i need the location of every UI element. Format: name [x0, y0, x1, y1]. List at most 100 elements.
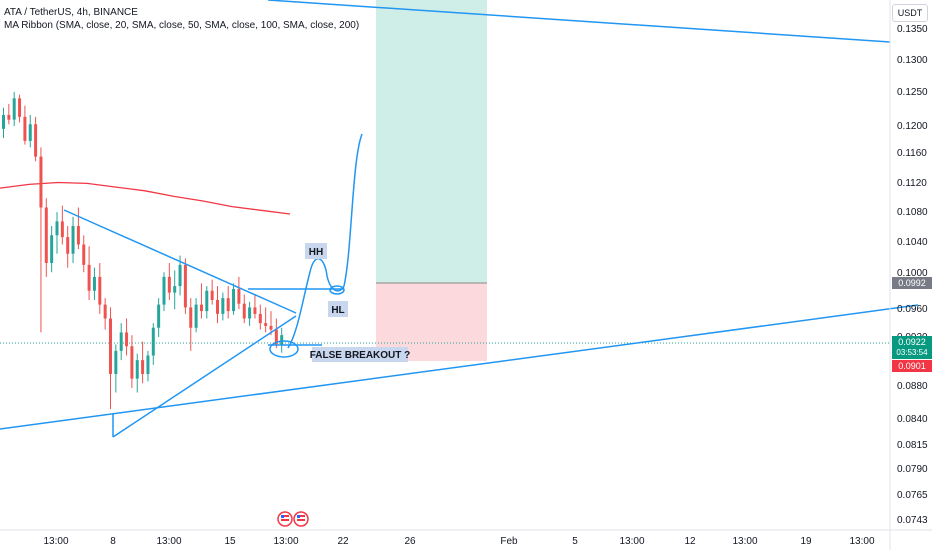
candle[interactable]: [60, 205, 64, 245]
time-tick-label: 13:00: [156, 536, 181, 547]
candle[interactable]: [141, 341, 145, 384]
triangle-lower-line[interactable]: [112, 315, 297, 438]
candle[interactable]: [237, 276, 241, 310]
candle[interactable]: [205, 286, 209, 319]
candle[interactable]: [264, 307, 268, 333]
candle[interactable]: [157, 298, 161, 337]
time-axis[interactable]: 13:00 8 13:00 15 13:00 22 26 Feb 5 13:00 12 13:00 19…: [43, 536, 874, 547]
candle[interactable]: [232, 283, 236, 315]
candle-body: [210, 290, 214, 300]
candle[interactable]: [98, 263, 102, 314]
candle[interactable]: [23, 105, 27, 145]
candle[interactable]: [280, 327, 284, 353]
candle[interactable]: [50, 226, 54, 273]
candle[interactable]: [55, 212, 59, 254]
candle[interactable]: [167, 263, 171, 300]
hh-label[interactable]: HH: [305, 243, 327, 259]
candle[interactable]: [253, 294, 257, 319]
time-tick-label: 19: [800, 536, 812, 547]
candle[interactable]: [189, 298, 193, 351]
candle[interactable]: [146, 350, 150, 382]
hl-label[interactable]: HL: [328, 301, 348, 317]
candle[interactable]: [92, 267, 96, 300]
hl-circle[interactable]: [329, 285, 345, 295]
candle[interactable]: [210, 279, 214, 305]
currency-button[interactable]: USDT: [892, 4, 928, 22]
candle-body: [146, 355, 150, 374]
candle-body: [162, 276, 166, 305]
price-tick-label: 0.0815: [897, 440, 928, 451]
projected-path[interactable]: [287, 133, 363, 349]
time-tick-label: 13:00: [732, 536, 757, 547]
candle[interactable]: [28, 115, 32, 148]
candle[interactable]: [12, 91, 16, 127]
upper-resistance-trendline[interactable]: [267, 0, 891, 43]
false-breakout-label-text: FALSE BREAKOUT ?: [310, 350, 411, 361]
candle[interactable]: [242, 294, 246, 324]
candle[interactable]: [258, 304, 262, 330]
candle[interactable]: [34, 116, 38, 162]
candle[interactable]: [183, 258, 187, 314]
false-breakout-label[interactable]: FALSE BREAKOUT ?: [310, 347, 411, 362]
candle[interactable]: [87, 246, 91, 300]
candle[interactable]: [162, 272, 166, 312]
price-tick-label: 0.1160: [897, 148, 927, 159]
ma200-line[interactable]: [0, 181, 291, 215]
candle-body: [12, 98, 16, 120]
candles-group[interactable]: [2, 91, 284, 410]
candle[interactable]: [216, 286, 219, 324]
us-flag-icon[interactable]: [293, 511, 309, 527]
candle[interactable]: [7, 103, 11, 125]
candle[interactable]: [248, 301, 252, 326]
current-price-tag: 0.0922: [892, 336, 932, 348]
price-axis[interactable]: 0.1350 0.1300 0.1250 0.1200 0.1160 0.1120 0.10…: [897, 24, 928, 526]
candle[interactable]: [130, 335, 134, 388]
candle[interactable]: [103, 298, 107, 330]
candle[interactable]: [125, 318, 129, 356]
candle[interactable]: [2, 107, 5, 139]
candle[interactable]: [109, 307, 112, 410]
price-tick-label: 0.1200: [897, 121, 928, 132]
candle[interactable]: [39, 147, 43, 333]
profit-zone[interactable]: [376, 0, 487, 283]
candle[interactable]: [274, 318, 278, 349]
candle[interactable]: [18, 94, 22, 123]
candle[interactable]: [82, 235, 86, 273]
symbol-title[interactable]: ATA / TetherUS, 4h, BINANCE: [4, 7, 138, 18]
candle[interactable]: [221, 292, 225, 321]
candle-body: [71, 226, 75, 254]
false-breakout-circle[interactable]: [269, 340, 299, 358]
us-flag-icon[interactable]: [277, 511, 293, 527]
time-tick-label: Feb: [500, 536, 518, 547]
candle-body: [130, 346, 134, 379]
candle-body: [125, 332, 129, 347]
time-tick-label: 13:00: [43, 536, 68, 547]
candle-body: [92, 276, 96, 291]
candle-body: [39, 156, 43, 208]
candle[interactable]: [173, 270, 177, 310]
indicator-title[interactable]: MA Ribbon (SMA, close, 20, SMA, close, 5…: [4, 20, 360, 31]
candle-body: [237, 288, 241, 304]
candle[interactable]: [66, 226, 70, 268]
candle[interactable]: [226, 286, 230, 319]
candle[interactable]: [269, 311, 273, 336]
candle[interactable]: [44, 198, 48, 277]
candle[interactable]: [71, 216, 75, 263]
candle-body: [205, 290, 209, 312]
candle[interactable]: [76, 207, 80, 250]
candle[interactable]: [119, 323, 123, 361]
time-tick-label: 8: [110, 536, 116, 547]
lower-support-trendline[interactable]: [0, 304, 919, 430]
candle[interactable]: [135, 353, 139, 393]
price-tick-label: 0.1300: [897, 55, 928, 66]
triangle-upper-line[interactable]: [63, 209, 297, 314]
time-tick-label: 13:00: [619, 536, 644, 547]
candle[interactable]: [151, 323, 155, 365]
time-tick-label: 15: [224, 536, 236, 547]
candle[interactable]: [194, 298, 198, 333]
candle[interactable]: [199, 283, 203, 319]
candle[interactable]: [114, 344, 118, 393]
drawings[interactable]: [0, 0, 919, 438]
time-tick-label: 26: [404, 536, 416, 547]
